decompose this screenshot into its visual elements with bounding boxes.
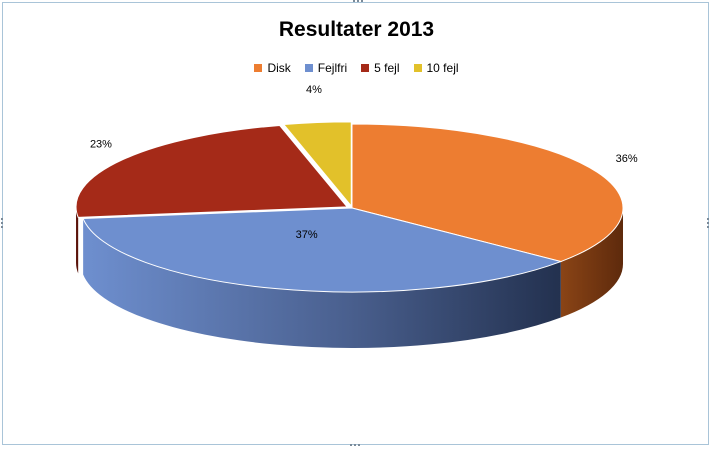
legend-swatch-disk bbox=[254, 64, 263, 72]
pie-slice-disk[interactable] bbox=[351, 123, 624, 263]
data-label-5-fejl: 23% bbox=[90, 138, 112, 150]
resize-handle-bottom[interactable] bbox=[350, 444, 360, 450]
pie-slice-10-fejl[interactable] bbox=[282, 121, 352, 208]
legend-label-10-fejl: 10 fejl bbox=[426, 61, 459, 75]
legend-swatch-5-fejl bbox=[361, 64, 370, 72]
chart-legend: Disk Fejlfri 5 fejl 10 fejl bbox=[0, 61, 713, 75]
chart-title: Resultater 2013 bbox=[278, 18, 435, 41]
legend-item-fejlfri: Fejlfri bbox=[304, 61, 348, 75]
legend-item-disk: Disk bbox=[254, 61, 291, 75]
legend-label-5-fejl: 5 fejl bbox=[374, 61, 400, 75]
pie-side-5-fejl bbox=[76, 206, 79, 274]
legend-item-10-fejl: 10 fejl bbox=[413, 61, 459, 75]
data-label-fejlfri: 37% bbox=[296, 229, 318, 241]
legend-item-5-fejl: 5 fejl bbox=[361, 61, 400, 75]
data-label-disk: 36% bbox=[616, 153, 638, 165]
pie-slice-5-fejl[interactable] bbox=[75, 124, 349, 218]
legend-label-fejlfri: Fejlfri bbox=[317, 61, 348, 75]
pie-slice-fejlfri[interactable] bbox=[82, 207, 563, 293]
data-label-10-fejl: 4% bbox=[306, 84, 322, 96]
resize-handle-right[interactable] bbox=[707, 218, 713, 228]
pie-side-fejlfri bbox=[83, 218, 561, 348]
resize-handle-top[interactable] bbox=[353, 0, 363, 6]
legend-swatch-fejlfri bbox=[304, 64, 313, 72]
legend-label-disk: Disk bbox=[267, 61, 291, 75]
legend-swatch-10-fejl bbox=[413, 64, 422, 72]
pie-side-disk bbox=[560, 208, 623, 318]
resize-handle-left[interactable] bbox=[1, 218, 7, 228]
